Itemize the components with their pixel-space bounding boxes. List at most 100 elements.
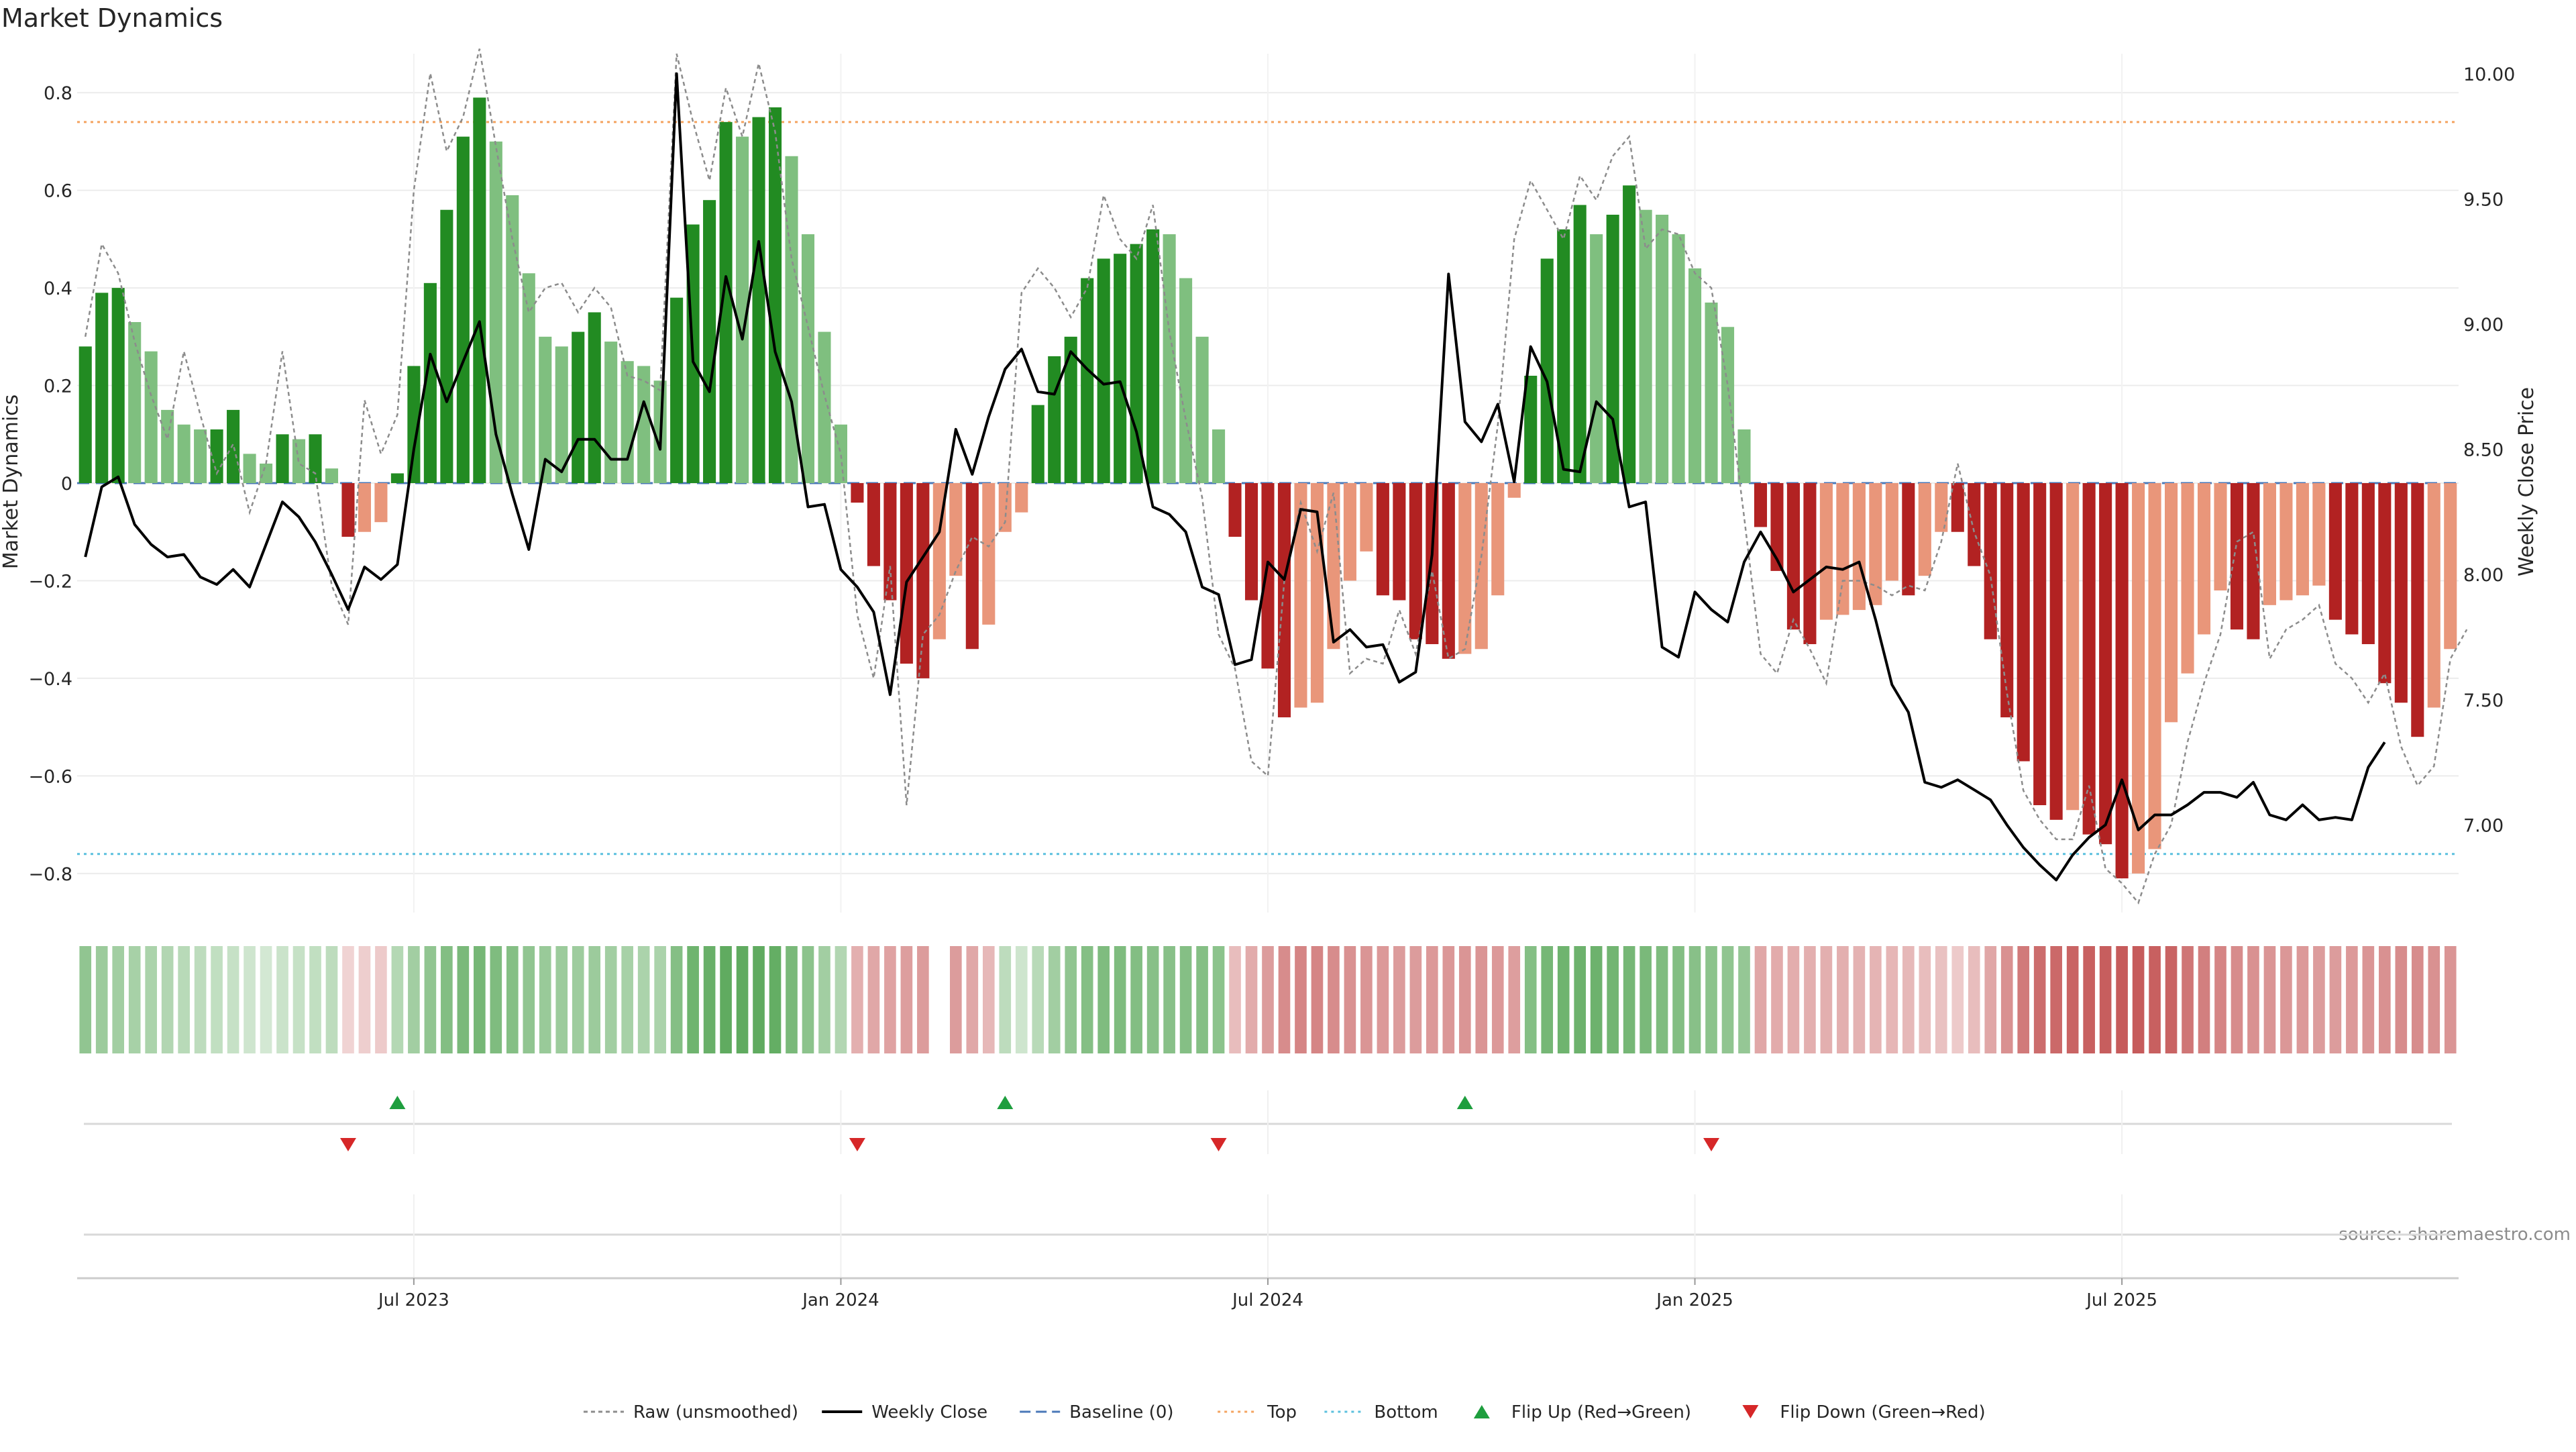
bar: [1672, 234, 1685, 483]
strength-cell: [1640, 946, 1652, 1053]
bar: [572, 331, 585, 483]
bar: [1114, 254, 1127, 483]
strength-cell: [276, 946, 288, 1053]
strength-cell: [736, 946, 749, 1053]
bar: [1540, 258, 1554, 483]
legend-label: Flip Down (Green→Red): [1780, 1402, 1985, 1422]
bar: [2394, 483, 2408, 703]
strength-cell: [2198, 946, 2210, 1053]
signal-strength-strip: [79, 946, 2457, 1053]
strength-cell: [917, 946, 929, 1053]
bar: [1524, 376, 1538, 483]
strength-cell: [1328, 946, 1340, 1053]
strength-cell: [1837, 946, 1849, 1053]
bar: [2000, 483, 2014, 718]
strength-cell: [2017, 946, 2030, 1053]
strength-cell: [900, 946, 913, 1053]
x-tick-label: Jul 2025: [2085, 1290, 2157, 1310]
bar: [1163, 234, 1176, 483]
bar: [473, 97, 486, 484]
bar: [1064, 336, 1077, 483]
strength-cell: [1951, 946, 1964, 1053]
strength-cell: [1541, 946, 1554, 1053]
strength-cell: [145, 946, 157, 1053]
strength-cell: [244, 946, 256, 1053]
bar: [1803, 483, 1817, 644]
bar: [1097, 258, 1110, 483]
strength-cell: [1179, 946, 1192, 1053]
strength-cell: [1590, 946, 1603, 1053]
bar: [1146, 229, 1160, 483]
legend-item-flip_up: Flip Up (Red→Green): [1473, 1402, 1691, 1422]
strength-cell: [1557, 946, 1570, 1053]
bar: [489, 141, 502, 483]
strength-cell: [1295, 946, 1307, 1053]
bar: [916, 483, 930, 678]
bar: [1442, 483, 1455, 659]
strength-cell: [1886, 946, 1898, 1053]
strength-cell: [2280, 946, 2292, 1053]
bar: [1573, 205, 1587, 483]
legend-item-top: Top: [1218, 1402, 1297, 1422]
bar: [1409, 483, 1422, 639]
bar: [2361, 483, 2375, 644]
strength-cell: [1787, 946, 1800, 1053]
strength-cell: [572, 946, 584, 1053]
bar: [736, 136, 749, 484]
x-tick-label: Jul 2024: [1231, 1290, 1303, 1310]
strength-cell: [539, 946, 551, 1053]
bar: [1786, 483, 1800, 630]
bar: [390, 473, 404, 483]
strength-cell: [1688, 946, 1701, 1053]
bar: [1869, 483, 1882, 605]
strength-cell: [2362, 946, 2375, 1053]
strength-cell: [1870, 946, 1882, 1053]
strength-cell: [1065, 946, 1077, 1053]
bar: [1721, 327, 1735, 483]
legend-swatch-flip-down: [1742, 1405, 1759, 1418]
strength-cell: [2132, 946, 2145, 1053]
bar: [325, 468, 339, 483]
bar: [2263, 483, 2276, 605]
bar: [949, 483, 963, 576]
y2-tick-label: 7.50: [2463, 690, 2504, 711]
strength-cell: [621, 946, 633, 1053]
strength-cell: [408, 946, 420, 1053]
x-tick-label: Jul 2023: [377, 1290, 449, 1310]
strength-cell: [1721, 946, 1734, 1053]
strength-cell: [2346, 946, 2358, 1053]
strength-cell: [2149, 946, 2161, 1053]
y-tick-label: 0.4: [44, 278, 72, 299]
bar: [276, 434, 289, 483]
bar: [1885, 483, 1898, 581]
strength-cell: [1574, 946, 1586, 1053]
bar: [932, 483, 946, 639]
y2-tick-label: 9.00: [2463, 315, 2504, 335]
legend: Raw (unsmoothed) Weekly Close Baseline (0)…: [583, 1402, 1986, 1422]
bar: [423, 282, 437, 483]
strength-cell: [112, 946, 125, 1053]
bar: [227, 409, 240, 483]
bar: [2033, 483, 2047, 805]
bar: [2099, 483, 2112, 845]
strength-cell: [1048, 946, 1061, 1053]
bar: [2378, 483, 2392, 684]
bar: [1852, 483, 1866, 611]
x-tick-label: Jan 2025: [1655, 1290, 1733, 1310]
strength-cell: [95, 946, 108, 1053]
strength-cell: [670, 946, 683, 1053]
y-tick-label: 0.6: [44, 181, 72, 202]
strength-cell: [2066, 946, 2079, 1053]
flip-down-marker: [339, 1138, 356, 1151]
y-tick-label: 0: [61, 474, 72, 495]
y2-axis-label: Weekly Close Price: [2515, 387, 2538, 576]
strength-cell: [2231, 946, 2243, 1053]
strength-cell: [1475, 946, 1488, 1053]
bar: [1918, 483, 1931, 576]
strength-cell: [1032, 946, 1044, 1053]
strength-cell: [1804, 946, 1816, 1053]
bar: [2279, 483, 2293, 601]
legend-label: Top: [1267, 1402, 1297, 1422]
bar: [1754, 483, 1768, 527]
bar: [1343, 483, 1356, 581]
